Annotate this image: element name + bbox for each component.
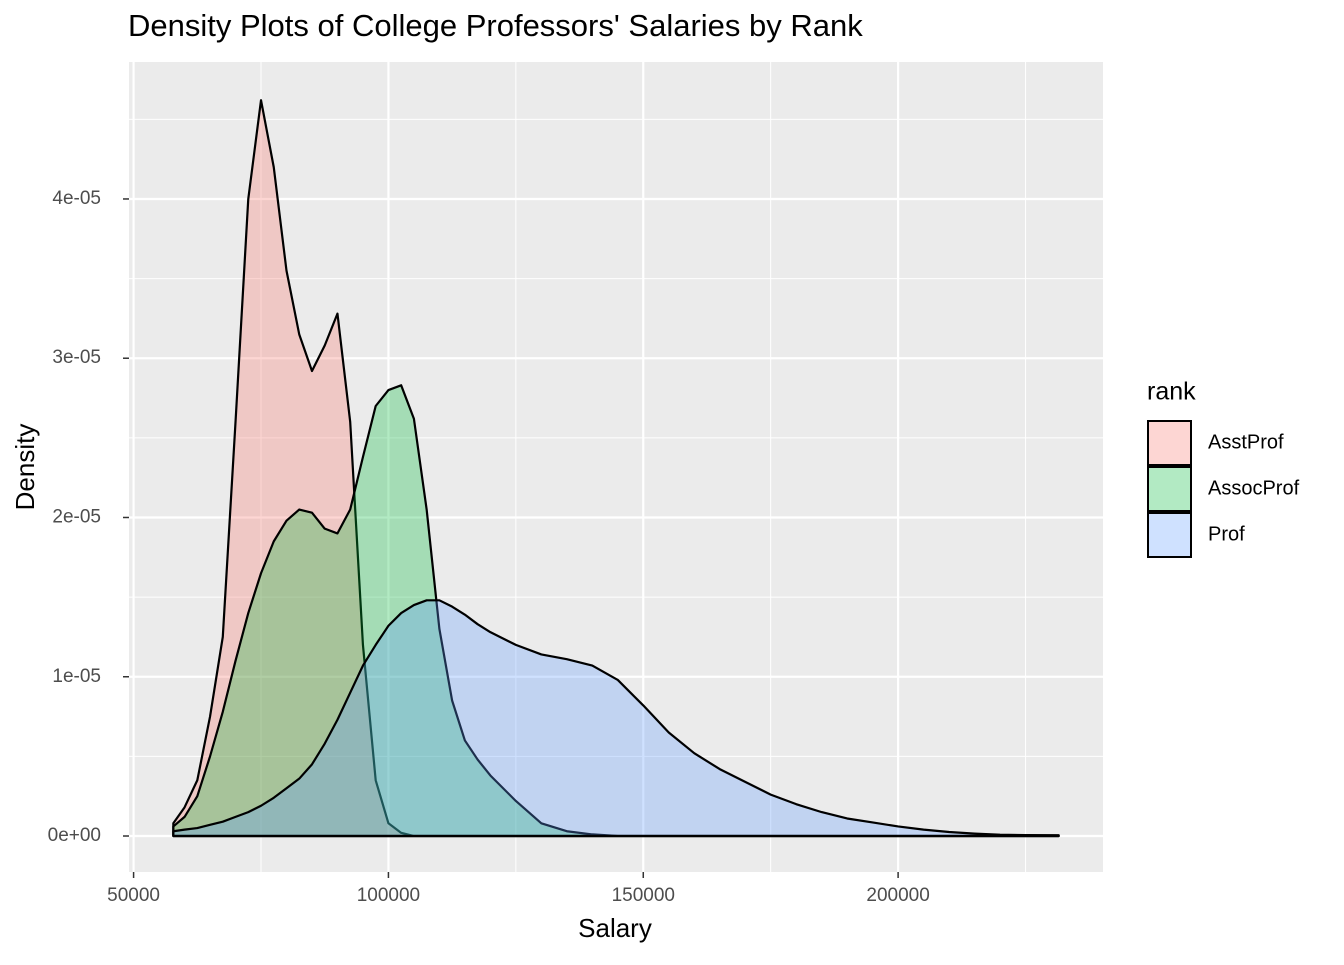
y-tick-label: 4e-05 bbox=[52, 188, 101, 209]
legend-label: AssocProf bbox=[1208, 477, 1300, 499]
panel bbox=[129, 62, 1103, 872]
x-tick-label: 50000 bbox=[107, 885, 160, 906]
legend-key bbox=[1147, 466, 1192, 512]
x-tick-label: 100000 bbox=[357, 885, 420, 906]
legend-label: AsstProf bbox=[1208, 431, 1284, 453]
x-axis-label: Salary bbox=[578, 913, 652, 943]
chart-title: Density Plots of College Professors' Sal… bbox=[128, 8, 863, 43]
y-axis-label: Density bbox=[10, 424, 40, 511]
y-tick-label: 1e-05 bbox=[52, 666, 101, 687]
y-tick-label: 0e+00 bbox=[48, 825, 101, 846]
legend-key bbox=[1147, 512, 1192, 558]
x-tick-label: 200000 bbox=[866, 885, 929, 906]
x-tick-label: 150000 bbox=[612, 885, 675, 906]
legend-key bbox=[1147, 420, 1192, 466]
legend-key-bg bbox=[1148, 467, 1191, 511]
y-tick-label: 2e-05 bbox=[52, 507, 101, 528]
legend-key-bg bbox=[1148, 421, 1191, 465]
legend-title: rank bbox=[1147, 378, 1196, 406]
y-tick-label: 3e-05 bbox=[52, 347, 101, 368]
legend-key-bg bbox=[1148, 513, 1191, 557]
legend-label: Prof bbox=[1208, 523, 1245, 545]
density-area bbox=[172, 599, 1060, 838]
